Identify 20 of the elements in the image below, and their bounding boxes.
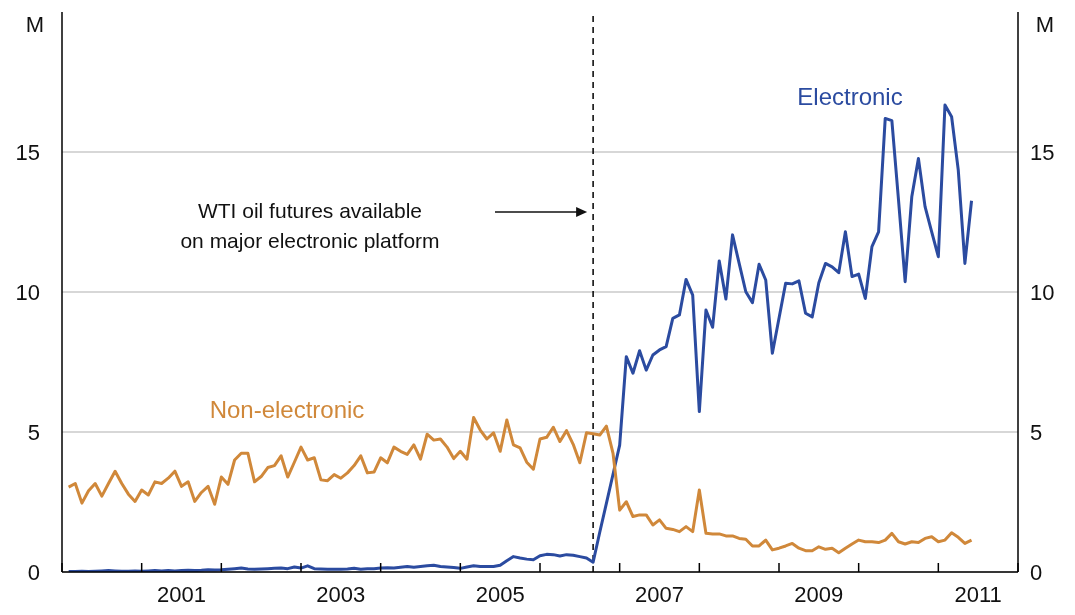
ref-line-label: WTI oil futures available on major electronic platform <box>180 199 440 252</box>
x-tick-label: 2011 <box>954 582 1002 607</box>
series-label: Electronic <box>797 83 903 110</box>
y-tick-label: 15 <box>15 140 40 165</box>
x-tick-label: 2005 <box>475 582 525 607</box>
line-series <box>67 103 974 572</box>
y2-tick-label: 15 <box>1030 140 1055 165</box>
y-tick-label: 10 <box>15 280 40 305</box>
y2-tick-label: 0 <box>1030 560 1043 585</box>
x-tick-label: 2007 <box>635 582 684 607</box>
y2-axis-title: M <box>1035 12 1055 37</box>
y-axis-title: M <box>25 12 45 37</box>
y-tick-label: 5 <box>27 420 40 445</box>
x-tick-label: 2009 <box>794 582 844 607</box>
y2-tick-label: 10 <box>1030 280 1055 305</box>
y2-tick-label: 5 <box>1030 420 1043 445</box>
x-tick-label: 2001 <box>157 582 206 607</box>
y-tick-label: 0 <box>27 560 40 585</box>
series-label: Non-electronic <box>209 396 365 423</box>
x-tick-label: 2003 <box>316 582 366 607</box>
